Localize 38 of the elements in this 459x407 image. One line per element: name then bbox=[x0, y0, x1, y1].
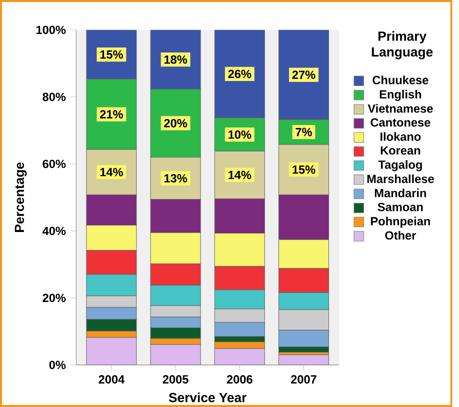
legend-label: Chuukese bbox=[372, 76, 428, 84]
legend-label: Samoan bbox=[378, 202, 423, 212]
bar bbox=[278, 354, 330, 365]
legend-label: Marshallese bbox=[367, 174, 434, 184]
data-label: 21% bbox=[100, 110, 123, 118]
y-tick-label: 40% bbox=[42, 226, 66, 236]
y-tick-label: 0% bbox=[49, 360, 66, 370]
data-label: 20% bbox=[164, 119, 188, 128]
data-label: 14% bbox=[100, 168, 123, 176]
legend-label: Cantonese bbox=[370, 118, 430, 127]
data-label: 14% bbox=[228, 170, 252, 180]
data-label: 10% bbox=[228, 130, 252, 139]
legend-label: Ilokano bbox=[380, 132, 421, 141]
legend-label: Pohnpeian bbox=[371, 216, 430, 228]
y-axis-title: Percentage bbox=[14, 162, 27, 232]
data-label: 27% bbox=[292, 70, 316, 79]
legend-label: Other bbox=[385, 230, 416, 240]
legend-label: Vietnamese bbox=[368, 104, 433, 113]
legend-label: English bbox=[380, 90, 422, 101]
data-label: 7% bbox=[296, 128, 312, 136]
data-label: 26% bbox=[228, 70, 252, 78]
y-tick-label: 80% bbox=[42, 92, 66, 102]
x-tick-label: 2007 bbox=[291, 375, 316, 384]
data-label: 15% bbox=[100, 50, 123, 59]
y-tick-label: 20% bbox=[42, 294, 66, 302]
y-tick-label: 100% bbox=[36, 26, 66, 34]
data-label: 18% bbox=[164, 55, 188, 64]
legend-label: Korean bbox=[380, 146, 420, 155]
legend-label: Tagalog bbox=[378, 160, 422, 172]
x-axis-title: Service Year bbox=[168, 392, 246, 402]
x-tick-label: 2004 bbox=[98, 375, 125, 384]
data-label: 13% bbox=[164, 174, 188, 182]
data-label: 15% bbox=[292, 165, 316, 174]
legend-label: Mandarin bbox=[374, 188, 426, 198]
x-tick-label: 2006 bbox=[226, 375, 252, 384]
legend-title: Primary Language bbox=[372, 31, 433, 60]
x-tick-label: 2005 bbox=[162, 375, 188, 384]
y-tick-label: 60% bbox=[42, 160, 66, 168]
